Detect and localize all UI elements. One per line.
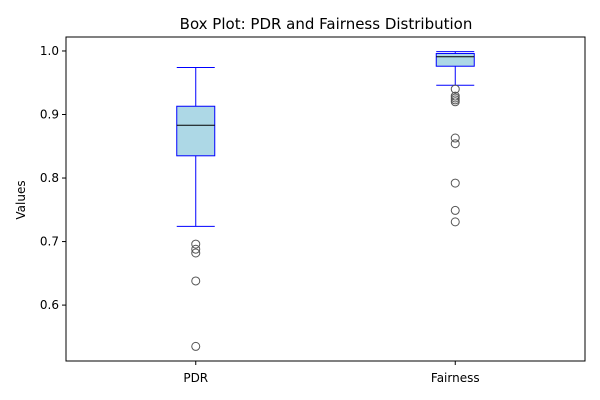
y-axis: 0.6 0.7 0.8 0.9 1.0 [40, 44, 66, 312]
box-group-fairness [435, 51, 475, 227]
outlier-point [450, 217, 460, 227]
outlier-point [191, 248, 201, 258]
outlier-point [450, 139, 460, 149]
y-tick-label: 1.0 [40, 44, 59, 58]
outlier-point [450, 84, 460, 94]
x-tick-label: Fairness [431, 371, 480, 385]
plot-frame [65, 36, 586, 362]
outlier-point [191, 239, 201, 249]
outlier-point [191, 276, 201, 286]
x-tick-label: PDR [183, 371, 208, 385]
y-tick-label: 0.6 [40, 298, 59, 312]
y-tick-label: 0.9 [40, 108, 59, 122]
iqr-box [176, 105, 216, 157]
y-axis-label: Values [14, 180, 28, 219]
chart-title: Box Plot: PDR and Fairness Distribution [180, 15, 473, 33]
outlier-point [191, 341, 201, 351]
iqr-box [435, 53, 475, 67]
outlier-point [450, 178, 460, 188]
outlier-point [450, 205, 460, 215]
y-tick-label: 0.7 [40, 235, 59, 249]
x-axis: PDR Fairness [183, 361, 480, 385]
outlier-point [450, 133, 460, 143]
outlier-point [450, 97, 460, 107]
outlier-point [191, 244, 201, 254]
box-group-pdr [176, 66, 216, 351]
boxes-layer [176, 51, 475, 351]
y-tick-label: 0.8 [40, 171, 59, 185]
